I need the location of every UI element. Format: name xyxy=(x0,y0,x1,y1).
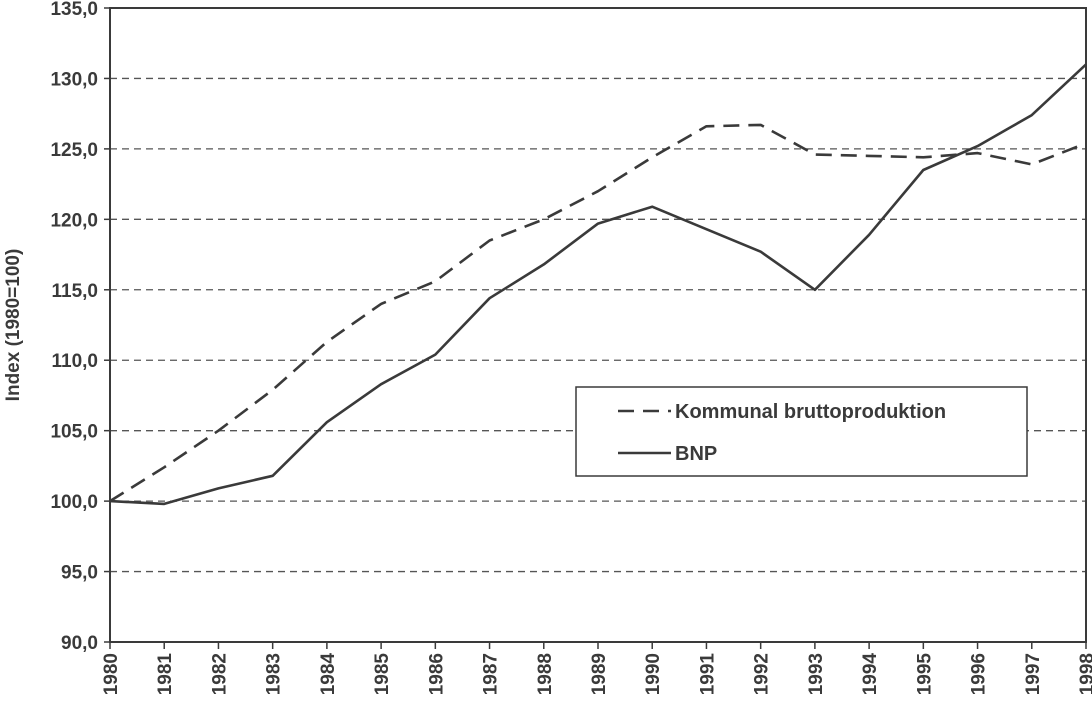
x-tick-label: 1987 xyxy=(481,653,502,695)
x-tick-label: 1994 xyxy=(860,653,881,696)
legend-box xyxy=(575,386,1028,477)
y-tick-label: 135,0 xyxy=(50,0,98,20)
y-tick-label: 115,0 xyxy=(52,281,99,302)
x-tick-label: 1985 xyxy=(372,653,393,696)
x-tick-label: 1981 xyxy=(155,653,176,696)
y-axis-ticks: 90,0 95,0 100,0 105,0 110,0 115,0 120,0 125,0 13… xyxy=(50,0,110,654)
x-tick-label: 1990 xyxy=(643,653,664,695)
legend-label-bnp: BNP xyxy=(675,443,717,465)
x-tick-label: 1986 xyxy=(426,653,447,695)
legend: Kommunal bruttoproduktion BNP xyxy=(575,386,1028,477)
y-tick-label: 130,0 xyxy=(50,69,98,90)
series-lines xyxy=(109,63,1087,506)
x-tick-label: 1980 xyxy=(101,653,122,695)
legend-label-kommunal: Kommunal bruttoproduktion xyxy=(675,401,946,423)
x-tick-label: 1991 xyxy=(697,653,718,696)
x-axis-ticks: 1980 1981 1982 1983 1984 1985 1986 1987 1988 1989… xyxy=(101,642,1092,695)
y-tick-label: 100,0 xyxy=(50,492,98,513)
y-tick-label: 105,0 xyxy=(50,422,98,443)
series-line-kommunal xyxy=(109,123,1087,503)
x-tick-label: 1989 xyxy=(589,653,610,695)
x-tick-label: 1983 xyxy=(264,653,285,695)
x-tick-label: 1996 xyxy=(969,653,990,695)
x-tick-label: 1992 xyxy=(752,653,773,695)
series-line-bnp xyxy=(109,63,1087,506)
x-tick-label: 1982 xyxy=(209,653,230,695)
y-tick-label: 95,0 xyxy=(61,563,98,584)
y-tick-label: 125,0 xyxy=(50,140,98,161)
y-axis-title: Index (1980=100) xyxy=(3,249,24,402)
y-tick-label: 90,0 xyxy=(61,633,98,654)
gridlines xyxy=(110,77,1086,573)
x-tick-label: 1988 xyxy=(535,653,556,695)
x-tick-label: 1993 xyxy=(806,653,827,695)
y-tick-label: 110,0 xyxy=(52,351,99,372)
plot-area xyxy=(109,7,1087,643)
y-tick-label: 120,0 xyxy=(50,210,98,231)
x-tick-label: 1984 xyxy=(318,653,339,696)
x-tick-label: 1998 xyxy=(1077,653,1092,695)
x-tick-label: 1997 xyxy=(1023,653,1044,695)
x-tick-label: 1995 xyxy=(914,653,935,696)
